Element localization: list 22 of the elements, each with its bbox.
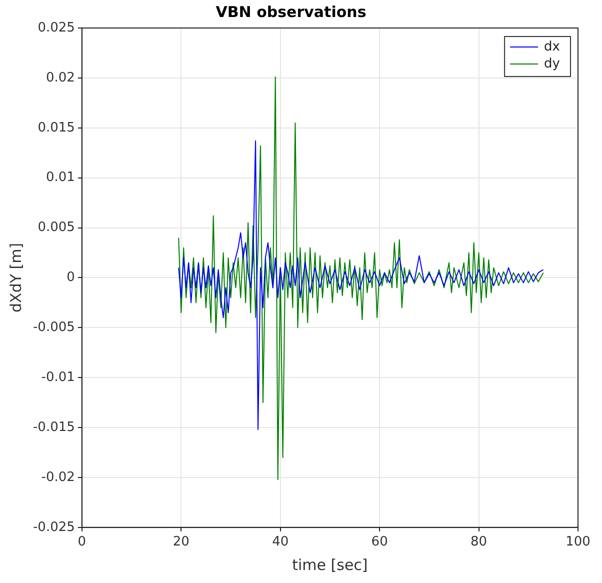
x-tick-label: 60: [371, 534, 388, 550]
x-tick-label: 80: [470, 534, 488, 550]
x-axis-title: time [sec]: [292, 556, 368, 574]
y-tick-label: 0.02: [46, 70, 75, 86]
y-axis-title: dXdY [m]: [6, 242, 25, 312]
y-tick-label: 0.01: [46, 170, 75, 186]
y-tick-label: -0.01: [41, 370, 75, 385]
x-tick-label: 40: [272, 534, 289, 550]
legend-label: dy: [544, 56, 560, 72]
y-tick-label: 0: [66, 270, 75, 286]
y-tick-label: -0.025: [32, 520, 75, 535]
x-tick-label: 20: [172, 534, 190, 550]
x-tick-label: 0: [78, 534, 86, 550]
y-tick-label: 0.005: [38, 220, 75, 236]
legend-label: dx: [544, 39, 560, 54]
y-tick-label: 0.025: [38, 20, 75, 36]
y-tick-label: -0.005: [32, 320, 75, 336]
x-tick-label: 100: [566, 534, 590, 550]
y-tick-label: -0.015: [32, 420, 75, 435]
chart-title: VBN observations: [216, 2, 366, 21]
y-tick-label: 0.015: [38, 120, 75, 136]
y-tick-label: -0.02: [41, 470, 75, 485]
